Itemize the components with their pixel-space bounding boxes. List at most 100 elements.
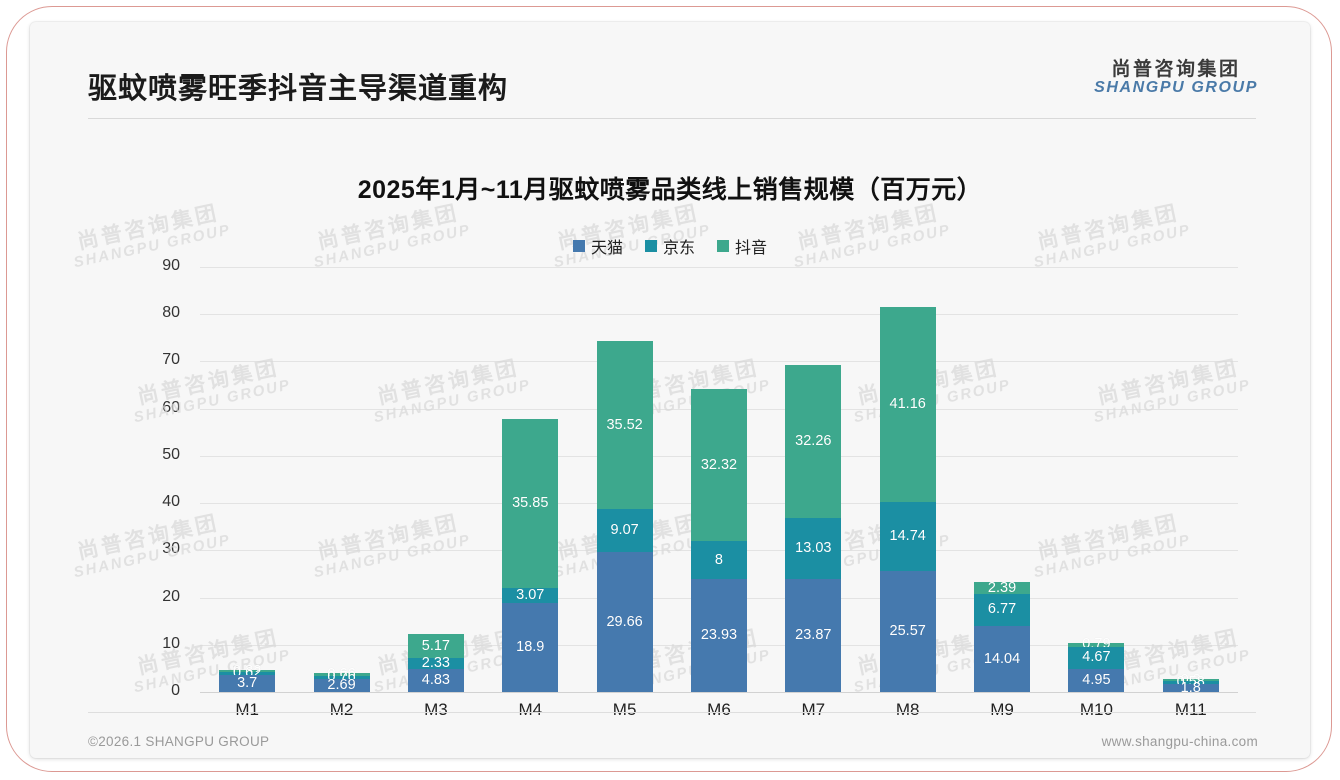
bar-segment-抖音-M4[interactable]: 35.85 [502, 418, 559, 589]
footer-website: www.shangpu-china.com [1101, 734, 1258, 749]
legend-item-label: 京东 [662, 240, 695, 257]
bar-segment-京东-M6[interactable]: 8 [690, 541, 747, 579]
bar-value-label: 35.85 [512, 495, 549, 512]
legend-item-京东[interactable]: 京东 [644, 234, 695, 258]
x-axis-tick-label: M1 [235, 700, 259, 719]
bar-value-label: 32.26 [795, 433, 832, 450]
bar-value-label: 41.16 [889, 396, 926, 413]
gridline [200, 314, 1238, 316]
bar-segment-天猫-M6[interactable]: 23.93 [690, 579, 747, 692]
bar-value-label: 14.04 [983, 650, 1021, 667]
gridline [200, 692, 1238, 693]
legend-swatch-icon [572, 240, 585, 252]
brand-logo-cn: 尚普咨询集团 [1111, 59, 1241, 80]
bar-segment-天猫-M10[interactable]: 4.95 [1068, 668, 1125, 692]
bar-segment-抖音-M7[interactable]: 32.26 [785, 365, 842, 518]
bar-segment-天猫-M4[interactable]: 18.9 [502, 602, 559, 692]
brand-logo: 尚普咨询集团 SHANGPU GROUP [1094, 59, 1258, 97]
bar-value-label: 4.67 [1082, 649, 1111, 666]
bar-segment-京东-M3[interactable]: 2.33 [407, 655, 464, 672]
bar-segment-天猫-M9[interactable]: 14.04 [974, 625, 1031, 692]
bar-segment-天猫-M2[interactable]: 2.69 [313, 677, 370, 694]
chart-plot-area: 90 80 70 60 50 40 30 20 10 0 0.32 0.62 3.7 0.66 0.76 2… [108, 257, 1238, 699]
y-axis-tick-label: 60 [162, 398, 180, 416]
legend-item-抖音[interactable]: 抖音 [717, 234, 767, 258]
x-axis-tick-label: M9 [990, 700, 1014, 719]
bar-value-label: 1.8 [1180, 679, 1201, 696]
bar-value-label: 18.9 [516, 639, 545, 656]
bar-value-label: 2.39 [987, 579, 1017, 596]
bar-segment-天猫-M5[interactable]: 29.66 [596, 551, 653, 692]
bar-column-M3[interactable]: 5.17 2.33 4.83 [407, 267, 464, 692]
bar-value-label: 13.03 [795, 540, 832, 557]
x-axis-tick-label: M2 [329, 700, 354, 719]
bar-column-M4[interactable]: 35.85 3.07 18.9 [502, 267, 559, 692]
footer-divider [88, 712, 1256, 713]
bar-value-label: 3.07 [516, 587, 545, 604]
bar-column-M7[interactable]: 32.26 13.03 23.87 [785, 267, 842, 692]
bar-column-M1[interactable]: 0.32 0.62 3.7 [219, 267, 276, 692]
y-axis-tick-label: 20 [162, 587, 180, 605]
x-axis-tick-label: M7 [801, 700, 826, 719]
bar-column-M10[interactable]: 0.79 4.67 4.95 [1068, 267, 1125, 692]
bar-segment-天猫-M11[interactable]: 1.8 [1162, 679, 1219, 696]
bar-segment-京东-M10[interactable]: 4.67 [1068, 646, 1125, 669]
bar-value-label: 3.7 [237, 675, 258, 692]
chart-bars: 0.32 0.62 3.7 0.66 0.76 2.69 5.17 2.33 4.83 35.85… [200, 267, 1238, 696]
x-axis-tick-label: M11 [1174, 700, 1207, 719]
gridline [200, 361, 1238, 363]
legend-item-label: 抖音 [735, 240, 768, 257]
x-axis-tick-label: M4 [518, 700, 543, 719]
bar-value-label: 4.95 [1082, 672, 1111, 689]
bar-value-label: 32.32 [700, 456, 738, 473]
bar-column-M2[interactable]: 0.66 0.76 2.69 [313, 267, 370, 694]
legend-swatch-icon [644, 240, 657, 252]
bar-segment-京东-M5[interactable]: 9.07 [596, 509, 653, 552]
x-axis-tick-label: M8 [895, 700, 920, 719]
y-axis-tick-label: 50 [162, 445, 180, 463]
bar-segment-抖音-M9[interactable]: 2.39 [974, 579, 1031, 596]
bar-column-M9[interactable]: 2.39 6.77 14.04 [974, 267, 1031, 692]
x-axis-tick-label: M10 [1079, 700, 1113, 719]
y-axis-tick-label: 70 [162, 351, 180, 369]
bar-value-label: 8 [714, 551, 723, 568]
bar-segment-抖音-M6[interactable]: 32.32 [690, 388, 747, 542]
y-axis-tick-label: 40 [162, 493, 180, 511]
bar-column-M8[interactable]: 41.16 14.74 25.57 [879, 267, 936, 692]
bar-column-M6[interactable]: 32.32 8 23.93 [690, 267, 747, 692]
bar-value-label: 25.57 [889, 623, 926, 640]
page-title: 驱蚊喷雾旺季抖音主导渠道重构 [88, 73, 509, 105]
bar-segment-京东-M7[interactable]: 13.03 [785, 517, 842, 580]
y-axis-tick-label: 90 [162, 257, 180, 274]
bar-value-label: 2.69 [327, 677, 356, 694]
bar-segment-抖音-M8[interactable]: 41.16 [879, 307, 936, 502]
bar-segment-京东-M8[interactable]: 14.74 [879, 501, 936, 572]
bar-value-label: 9.07 [610, 522, 639, 539]
bar-value-label: 14.74 [889, 528, 926, 545]
chart-x-axis: M1 M2 M3 M4 M5 M6 M7 M8 M9 M10 M11 [200, 700, 1238, 720]
slide-header: 驱蚊喷雾旺季抖音主导渠道重构 尚普咨询集团 SHANGPU GROUP [30, 22, 1310, 119]
bar-value-label: 2.33 [421, 655, 450, 672]
bar-segment-天猫-M3[interactable]: 4.83 [407, 669, 464, 692]
legend-item-天猫[interactable]: 天猫 [572, 234, 623, 258]
bar-segment-京东-M9[interactable]: 6.77 [974, 593, 1031, 626]
bar-segment-京东-M4[interactable]: 3.07 [502, 587, 559, 604]
bar-value-label: 23.93 [700, 627, 738, 644]
bar-segment-天猫-M8[interactable]: 25.57 [879, 571, 936, 692]
bar-segment-抖音-M5[interactable]: 35.52 [596, 341, 653, 510]
bar-segment-天猫-M7[interactable]: 23.87 [785, 579, 842, 692]
bar-value-label: 4.83 [421, 672, 450, 689]
brand-logo-en: SHANGPU GROUP [1094, 79, 1258, 97]
y-axis-tick-label: 80 [162, 304, 180, 322]
bar-segment-天猫-M1[interactable]: 3.7 [219, 674, 276, 692]
header-divider [88, 118, 1256, 119]
bar-column-M11[interactable]: 0.30.581.8 [1162, 267, 1219, 696]
bar-segment-抖音-M3[interactable]: 5.17 [407, 633, 464, 659]
chart-legend: 天猫 京东 抖音 [30, 234, 1310, 258]
chart-title: 2025年1月~11月驱蚊喷雾品类线上销售规模（百万元） [357, 176, 983, 204]
x-axis-tick-label: M5 [612, 700, 637, 719]
y-axis-tick-label: 30 [162, 540, 180, 558]
legend-swatch-icon [717, 240, 729, 252]
bar-column-M5[interactable]: 35.52 9.07 29.66 [596, 267, 653, 692]
